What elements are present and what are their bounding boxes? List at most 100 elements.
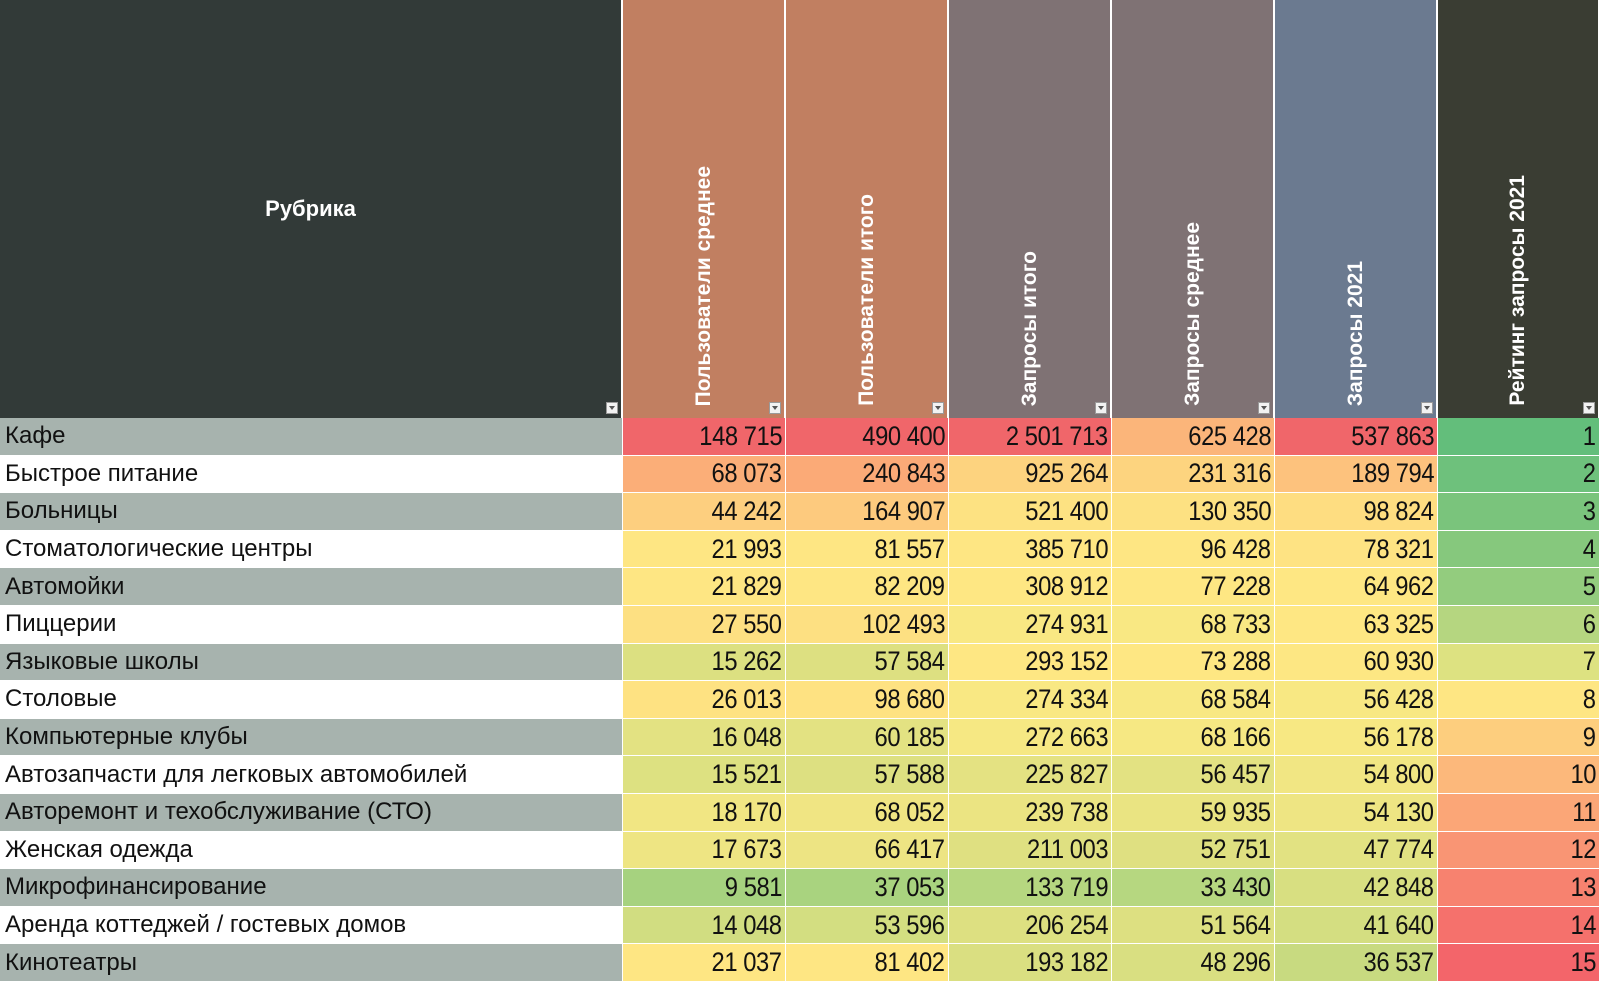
requests-avg-cell[interactable]: 231 316 (1112, 455, 1275, 494)
users-avg-cell[interactable]: 44 242 (623, 493, 786, 531)
requests-avg-cell[interactable]: 625 428 (1112, 418, 1275, 456)
rating-2021-cell[interactable]: 13 (1438, 869, 1600, 907)
requests-avg-cell[interactable]: 68 584 (1112, 681, 1275, 719)
rating-2021-cell[interactable]: 1 (1438, 418, 1600, 456)
requests-total-cell[interactable]: 385 710 (949, 530, 1112, 569)
filter-dropdown-icon[interactable] (769, 402, 781, 414)
rubric-cell[interactable]: Микрофинансирование (0, 869, 623, 907)
filter-dropdown-icon[interactable] (1258, 402, 1270, 414)
requests-2021-cell[interactable]: 63 325 (1275, 606, 1438, 644)
users-avg-cell[interactable]: 68 073 (623, 455, 786, 494)
requests-2021-cell[interactable]: 42 848 (1275, 869, 1438, 907)
users-avg-cell[interactable]: 14 048 (623, 906, 786, 945)
rubric-cell[interactable]: Компьютерные клубы (0, 718, 623, 757)
users-avg-cell[interactable]: 9 581 (623, 869, 786, 907)
requests-avg-cell[interactable]: 51 564 (1112, 906, 1275, 945)
requests-avg-cell[interactable]: 96 428 (1112, 530, 1275, 569)
requests-2021-cell[interactable]: 36 537 (1275, 944, 1438, 982)
users-total-cell[interactable]: 98 680 (786, 681, 949, 719)
requests-2021-cell[interactable]: 56 178 (1275, 718, 1438, 757)
header-users-avg[interactable]: Пользователи среднее (623, 0, 786, 418)
requests-avg-cell[interactable]: 52 751 (1112, 831, 1275, 870)
rubric-cell[interactable]: Авторемонт и техобслуживание (СТО) (0, 794, 623, 832)
requests-avg-cell[interactable]: 68 166 (1112, 718, 1275, 757)
users-total-cell[interactable]: 81 557 (786, 530, 949, 569)
rubric-cell[interactable]: Больницы (0, 493, 623, 531)
rating-2021-cell[interactable]: 8 (1438, 681, 1600, 719)
requests-2021-cell[interactable]: 47 774 (1275, 831, 1438, 870)
filter-dropdown-icon[interactable] (932, 402, 944, 414)
requests-2021-cell[interactable]: 537 863 (1275, 418, 1438, 456)
requests-avg-cell[interactable]: 33 430 (1112, 869, 1275, 907)
rating-2021-cell[interactable]: 15 (1438, 944, 1600, 982)
requests-avg-cell[interactable]: 56 457 (1112, 756, 1275, 794)
requests-avg-cell[interactable]: 68 733 (1112, 606, 1275, 644)
users-total-cell[interactable]: 66 417 (786, 831, 949, 870)
requests-total-cell[interactable]: 2 501 713 (949, 418, 1112, 456)
requests-avg-cell[interactable]: 73 288 (1112, 643, 1275, 682)
requests-avg-cell[interactable]: 59 935 (1112, 794, 1275, 832)
rating-2021-cell[interactable]: 4 (1438, 530, 1600, 569)
users-total-cell[interactable]: 60 185 (786, 718, 949, 757)
rubric-cell[interactable]: Стоматологические центры (0, 530, 623, 569)
filter-dropdown-icon[interactable] (1583, 402, 1595, 414)
users-total-cell[interactable]: 164 907 (786, 493, 949, 531)
requests-total-cell[interactable]: 308 912 (949, 568, 1112, 606)
users-total-cell[interactable]: 68 052 (786, 794, 949, 832)
requests-2021-cell[interactable]: 98 824 (1275, 493, 1438, 531)
users-total-cell[interactable]: 102 493 (786, 606, 949, 644)
requests-total-cell[interactable]: 211 003 (949, 831, 1112, 870)
header-users-total[interactable]: Пользователи итого (786, 0, 949, 418)
requests-total-cell[interactable]: 193 182 (949, 944, 1112, 982)
rubric-cell[interactable]: Столовые (0, 681, 623, 719)
rating-2021-cell[interactable]: 9 (1438, 718, 1600, 757)
rating-2021-cell[interactable]: 12 (1438, 831, 1600, 870)
rubric-cell[interactable]: Аренда коттеджей / гостевых домов (0, 906, 623, 945)
filter-dropdown-icon[interactable] (1421, 402, 1433, 414)
requests-total-cell[interactable]: 521 400 (949, 493, 1112, 531)
rubric-cell[interactable]: Языковые школы (0, 643, 623, 682)
requests-2021-cell[interactable]: 54 800 (1275, 756, 1438, 794)
requests-total-cell[interactable]: 925 264 (949, 455, 1112, 494)
rating-2021-cell[interactable]: 2 (1438, 455, 1600, 494)
rubric-cell[interactable]: Кафе (0, 418, 623, 456)
users-avg-cell[interactable]: 15 262 (623, 643, 786, 682)
requests-total-cell[interactable]: 206 254 (949, 906, 1112, 945)
requests-total-cell[interactable]: 293 152 (949, 643, 1112, 682)
requests-2021-cell[interactable]: 189 794 (1275, 455, 1438, 494)
requests-total-cell[interactable]: 225 827 (949, 756, 1112, 794)
header-rubric[interactable]: Рубрика (0, 0, 623, 418)
rubric-cell[interactable]: Автозапчасти для легковых автомобилей (0, 756, 623, 794)
users-total-cell[interactable]: 57 584 (786, 643, 949, 682)
users-total-cell[interactable]: 53 596 (786, 906, 949, 945)
rubric-cell[interactable]: Автомойки (0, 568, 623, 606)
users-avg-cell[interactable]: 17 673 (623, 831, 786, 870)
header-requests-total[interactable]: Запросы итого (949, 0, 1112, 418)
rating-2021-cell[interactable]: 6 (1438, 606, 1600, 644)
requests-total-cell[interactable]: 274 334 (949, 681, 1112, 719)
filter-dropdown-icon[interactable] (606, 402, 618, 414)
requests-2021-cell[interactable]: 54 130 (1275, 794, 1438, 832)
requests-avg-cell[interactable]: 77 228 (1112, 568, 1275, 606)
rubric-cell[interactable]: Женская одежда (0, 831, 623, 870)
requests-total-cell[interactable]: 274 931 (949, 606, 1112, 644)
rubric-cell[interactable]: Быстрое питание (0, 455, 623, 494)
requests-total-cell[interactable]: 133 719 (949, 869, 1112, 907)
rating-2021-cell[interactable]: 10 (1438, 756, 1600, 794)
requests-avg-cell[interactable]: 130 350 (1112, 493, 1275, 531)
requests-2021-cell[interactable]: 64 962 (1275, 568, 1438, 606)
requests-total-cell[interactable]: 239 738 (949, 794, 1112, 832)
rating-2021-cell[interactable]: 5 (1438, 568, 1600, 606)
filter-dropdown-icon[interactable] (1095, 402, 1107, 414)
rating-2021-cell[interactable]: 7 (1438, 643, 1600, 682)
header-rating-2021[interactable]: Рейтинг запросы 2021 (1438, 0, 1600, 418)
users-avg-cell[interactable]: 27 550 (623, 606, 786, 644)
header-requests-avg[interactable]: Запросы среднее (1112, 0, 1275, 418)
requests-total-cell[interactable]: 272 663 (949, 718, 1112, 757)
users-avg-cell[interactable]: 26 013 (623, 681, 786, 719)
users-total-cell[interactable]: 37 053 (786, 869, 949, 907)
users-total-cell[interactable]: 82 209 (786, 568, 949, 606)
requests-2021-cell[interactable]: 78 321 (1275, 530, 1438, 569)
rating-2021-cell[interactable]: 11 (1438, 794, 1600, 832)
rubric-cell[interactable]: Кинотеатры (0, 944, 623, 982)
